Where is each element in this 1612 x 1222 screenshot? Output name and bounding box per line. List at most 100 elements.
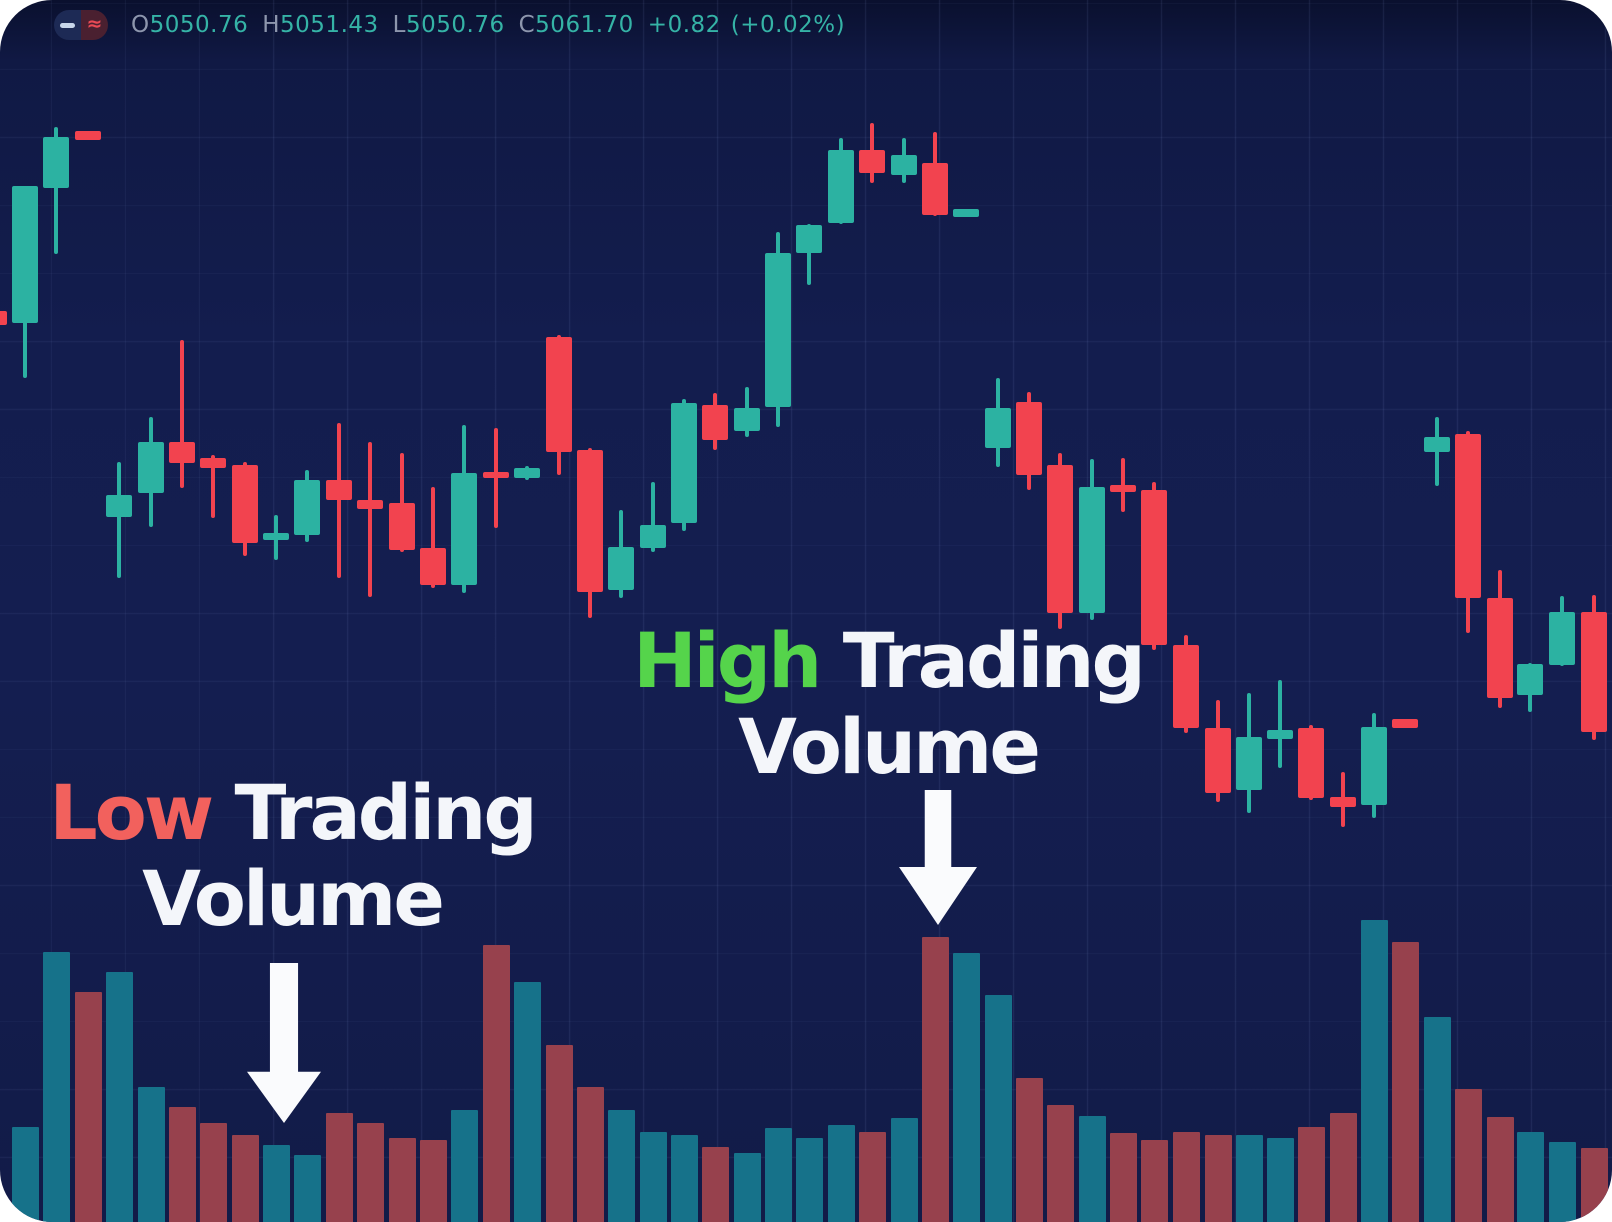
- volume-bar: [1423, 1017, 1451, 1222]
- candle-dash-icon[interactable]: [54, 10, 81, 40]
- volume-bar: [952, 953, 980, 1222]
- volume-bar: [827, 1125, 855, 1222]
- volume-bar: [1015, 1078, 1043, 1222]
- candle-body: [232, 465, 258, 543]
- volume-bar: [1516, 1132, 1544, 1222]
- chart-toolbar: ≈ O5050.76 H5051.43 L5050.76 C5061.70 +0.82(…: [0, 0, 1612, 48]
- candle-wick: [117, 462, 121, 578]
- candle-body: [389, 503, 415, 550]
- wave-icon[interactable]: ≈: [81, 10, 108, 40]
- volume-bar: [545, 1045, 573, 1222]
- volume-bar: [1204, 1135, 1232, 1222]
- candle-body: [953, 209, 979, 217]
- candle-body: [483, 472, 509, 478]
- volume-bar: [1046, 1105, 1074, 1222]
- volume-bar: [1329, 1113, 1357, 1222]
- low-volume-label-line2: Volume: [142, 854, 445, 943]
- ohlc-label: H: [262, 12, 281, 38]
- volume-bar: [639, 1132, 667, 1222]
- price-change: +0.82: [647, 12, 721, 38]
- volume-bar: [1486, 1117, 1514, 1222]
- candle-body: [702, 405, 728, 440]
- volume-bar: [513, 982, 541, 1222]
- candle-body: [514, 468, 540, 478]
- volume-bar: [293, 1155, 321, 1222]
- candle-body: [200, 458, 226, 468]
- candle-body: [1298, 728, 1324, 798]
- volume-bar: [231, 1135, 259, 1222]
- chart-mode-toggle[interactable]: ≈: [54, 10, 108, 40]
- volume-bar: [1580, 1148, 1608, 1222]
- candle-body: [1361, 727, 1387, 805]
- ohlc-label: O: [131, 12, 150, 38]
- volume-bar: [199, 1123, 227, 1222]
- candle-body: [1236, 737, 1262, 790]
- volume-bar: [921, 937, 949, 1222]
- candle-wick: [1278, 680, 1282, 768]
- volume-bar: [450, 1110, 478, 1222]
- volume-bar: [1235, 1135, 1263, 1222]
- volume-bar: [168, 1107, 196, 1222]
- volume-bar: [701, 1147, 729, 1222]
- candle-body: [451, 473, 477, 585]
- ohlc-label: C: [518, 12, 536, 38]
- volume-bar: [1266, 1138, 1294, 1222]
- candle-body: [922, 163, 948, 215]
- candle-body: [1079, 487, 1105, 613]
- candle-body: [169, 442, 195, 463]
- candle-body: [546, 337, 572, 452]
- volume-bar: [482, 945, 510, 1222]
- candle-wick: [337, 423, 341, 578]
- candle-body: [891, 155, 917, 175]
- volume-bar: [764, 1128, 792, 1222]
- volume-bar: [1172, 1132, 1200, 1222]
- volume-bar: [262, 1145, 290, 1222]
- candle-body: [1549, 612, 1575, 665]
- candle-body: [75, 131, 101, 140]
- volume-bar: [74, 992, 102, 1222]
- candle-body: [1392, 719, 1418, 728]
- candle-body: [985, 408, 1011, 448]
- volume-bar: [1548, 1142, 1576, 1222]
- candle-wick: [651, 482, 655, 552]
- candle-body: [0, 311, 7, 325]
- candle-body: [106, 495, 132, 517]
- ohlc-value: 5050.76: [405, 12, 505, 38]
- candle-body: [43, 137, 69, 188]
- candle-body: [1016, 402, 1042, 475]
- volume-bar: [795, 1138, 823, 1222]
- volume-bar: [1109, 1133, 1137, 1222]
- volume-bar: [11, 1127, 39, 1222]
- candle-wick: [211, 455, 215, 518]
- volume-bar: [733, 1153, 761, 1222]
- volume-bar: [105, 972, 133, 1222]
- candle-wick: [180, 340, 184, 488]
- volume-bar: [1454, 1089, 1482, 1222]
- ohlc-label: L: [392, 12, 406, 38]
- ohlc-readout: O5050.76 H5051.43 L5050.76 C5061.70 +0.82 (+0…: [131, 12, 855, 38]
- high-volume-label: High Trading Volume: [596, 618, 1180, 790]
- ohlc-value: 5061.70: [535, 12, 634, 38]
- candle-body: [608, 547, 634, 590]
- candle-wick: [807, 224, 811, 285]
- candle-body: [1581, 612, 1607, 732]
- candle-body: [1173, 645, 1199, 728]
- high-volume-label-line1: High Trading: [596, 618, 1180, 704]
- candle-body: [138, 442, 164, 493]
- volume-bar: [576, 1087, 604, 1222]
- candle-body: [1330, 797, 1356, 807]
- volume-bar: [356, 1123, 384, 1222]
- candle-body: [796, 225, 822, 253]
- candle-body: [420, 548, 446, 585]
- high-volume-label-line2: Volume: [738, 702, 1041, 791]
- ohlc-value: 5051.43: [280, 12, 379, 38]
- volume-bar: [42, 952, 70, 1222]
- volume-bar: [137, 1087, 165, 1222]
- candle-body: [671, 403, 697, 523]
- candle-body: [859, 150, 885, 173]
- candle-body: [828, 150, 854, 223]
- candle-body: [577, 450, 603, 592]
